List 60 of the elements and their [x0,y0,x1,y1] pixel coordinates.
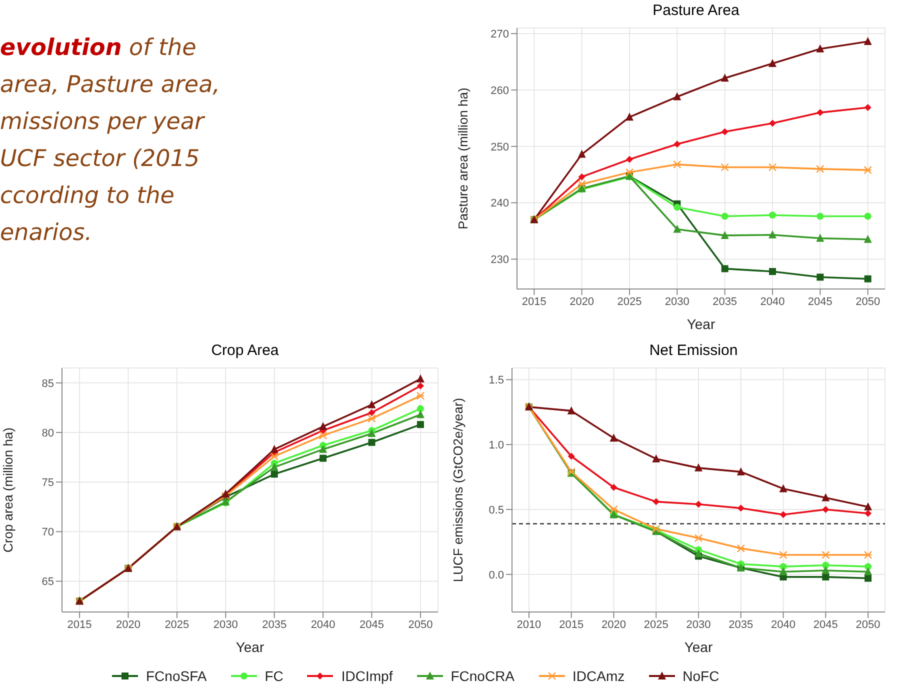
y-tick-label: 0.0 [488,569,504,582]
x-tick-label: 2050 [856,618,880,631]
x-tick-label: 2030 [213,618,238,631]
y-tick-label: 260 [490,84,509,97]
y-tick-label: 80 [42,427,54,440]
chart-title: Crop Area [210,341,280,361]
x-tick-label: 2050 [408,618,433,631]
text: area, Pasture area, [0,71,221,100]
legend-label: FCnoCRA [450,668,515,684]
x-tick-label: 2030 [664,296,690,308]
legend-label: IDCImpf [341,668,393,684]
x-tick-label: 2035 [728,618,754,631]
x-tick-label: 2030 [686,618,711,631]
text: UCF sector (2015 [0,145,201,174]
y-tick-label: 230 [490,254,509,266]
x-tick-label: 2025 [644,618,668,631]
x-tick-label: 2040 [310,618,336,631]
y-tick-label: 1.0 [488,439,504,452]
text: evolution of the [0,34,198,63]
y-tick-label: 240 [490,198,509,210]
x-tick-label: 2040 [760,296,785,308]
legend-label: FC [264,668,284,684]
x-tick-label: 2050 [856,296,880,308]
y-axis-title: LUCF emissions (GtCO2e/year) [450,398,466,582]
y-axis-title: Crop area (million ha) [0,428,16,552]
x-tick-label: 2045 [808,296,832,308]
x-tick-label: 2040 [771,618,796,631]
legend-label: FCnoSFA [146,668,207,684]
x-tick-label: 2015 [67,618,92,631]
y-tick-label: 75 [42,476,54,489]
text: missions per year [0,108,206,137]
y-tick-label: 65 [42,576,54,588]
x-tick-label: 2010 [516,618,542,631]
x-axis-title: Year [684,639,713,655]
x-tick-label: 2045 [813,618,838,631]
y-tick-label: 85 [42,378,54,390]
x-tick-label: 2015 [559,618,584,631]
text: enarios. [0,219,94,248]
y-tick-label: 250 [490,141,509,154]
x-tick-label: 2015 [522,296,546,308]
x-tick-label: 2025 [164,618,190,631]
x-tick-label: 2020 [601,618,626,631]
chart-title: Net Emission [648,341,739,361]
x-tick-label: 2035 [262,618,287,631]
y-tick-label: 1.5 [488,374,504,387]
chart-title: Pasture Area [652,1,740,21]
x-tick-label: 2025 [617,296,642,308]
y-tick-label: 70 [42,526,54,539]
x-axis-title: Year [686,316,716,332]
x-tick-label: 2020 [570,296,594,308]
text: ccording to the [0,182,176,211]
x-tick-label: 2020 [116,618,140,631]
y-tick-label: 0.5 [488,504,504,516]
y-axis-title: Pasture area (million ha) [456,88,471,230]
y-tick-label: 270 [490,28,509,41]
legend-label: NoFC [682,668,720,684]
legend-label: IDCAmz [572,668,625,684]
x-axis-title: Year [236,639,264,655]
x-tick-label: 2045 [360,618,384,631]
x-tick-label: 2035 [712,296,738,308]
